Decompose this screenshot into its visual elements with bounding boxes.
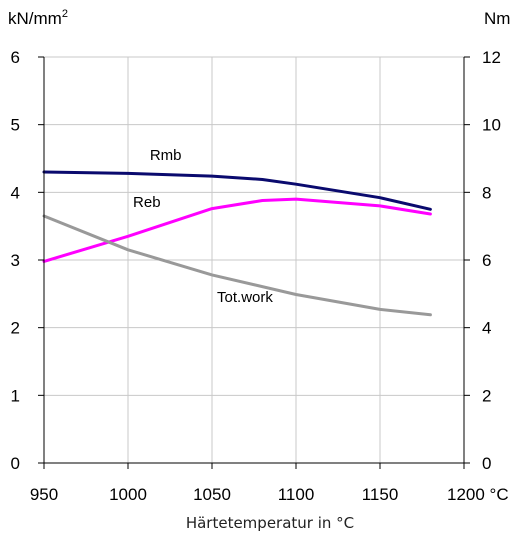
grid-lines	[43, 56, 465, 464]
series-label-tot-work: Tot.work	[217, 289, 273, 306]
series-lines	[42, 170, 432, 317]
series-label-rmb: Rmb	[150, 147, 182, 164]
y-right-tick-label: 10	[482, 116, 501, 135]
series-label-reb: Reb	[133, 194, 161, 211]
series-line-rmb	[42, 170, 432, 211]
x-tick-label: 1100	[278, 485, 315, 504]
y-left-tick-label: 6	[11, 48, 20, 67]
series-labels: Rmb Reb Tot.work	[133, 147, 273, 306]
y-left-unit: kN/mm2	[8, 8, 68, 28]
y-right-tick-label: 0	[482, 454, 491, 473]
y-right-unit: Nm	[484, 9, 510, 28]
y-left-tick-label: 4	[11, 183, 20, 202]
y-left-tick-label: 0	[11, 454, 20, 473]
x-tick-label: 1150	[362, 485, 399, 504]
y-right-tick-label: 2	[482, 386, 491, 405]
y-right-tick-label: 6	[482, 251, 491, 270]
y-right-tick-label: 12	[482, 48, 501, 67]
plot-frame	[38, 56, 470, 469]
y-left-tick-label: 1	[11, 386, 20, 405]
x-tick-label: 950	[30, 485, 58, 504]
x-tick-label: 1000	[109, 485, 147, 504]
y-left-tick-label: 5	[11, 116, 20, 135]
series-line-tot-work	[42, 214, 432, 317]
x-tick-label: 1200 °C	[447, 485, 509, 504]
y-right-tick-label: 4	[482, 319, 491, 338]
y-right-tick-label: 8	[482, 183, 491, 202]
tick-labels: 950 1000 1050 1100 1150 1200 °C01234560246810…	[11, 48, 509, 504]
y-left-tick-label: 3	[11, 251, 20, 270]
x-tick-label: 1050	[193, 485, 231, 504]
series-line-reb	[42, 197, 432, 263]
x-axis-label: Härtetemperatur in °C	[186, 514, 354, 532]
y-left-tick-label: 2	[11, 319, 20, 338]
